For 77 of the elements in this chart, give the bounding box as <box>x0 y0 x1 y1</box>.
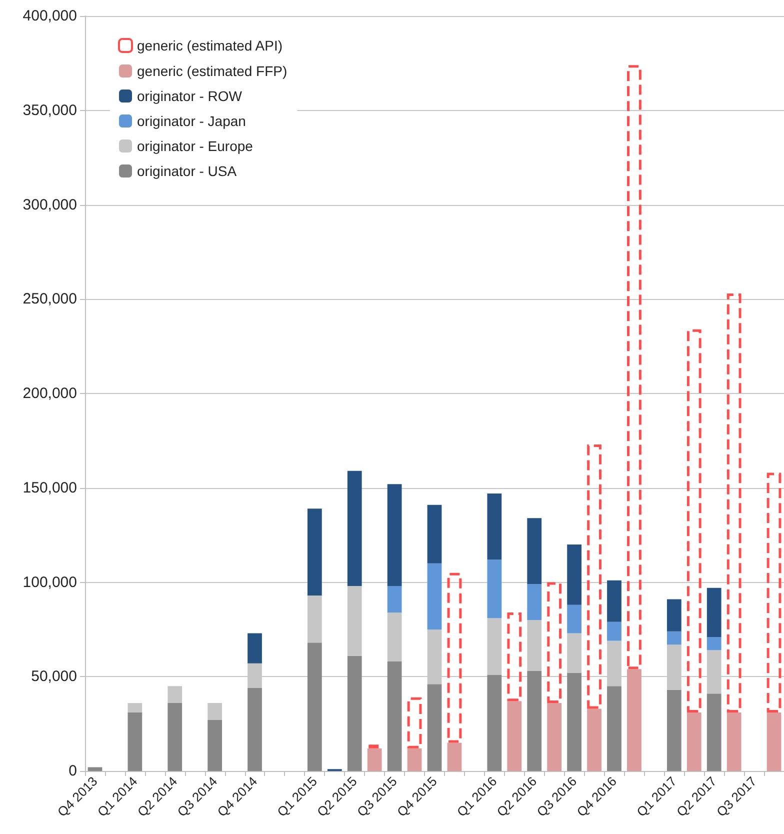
bar <box>567 672 582 771</box>
bar <box>666 599 682 632</box>
bar <box>487 674 502 771</box>
bar <box>587 444 602 709</box>
bar <box>507 612 522 702</box>
bar <box>686 329 702 712</box>
legend-label: originator - Japan <box>137 113 246 129</box>
bar <box>587 708 602 771</box>
bar <box>666 631 682 645</box>
bar <box>627 669 642 771</box>
bar <box>248 688 262 771</box>
bar <box>627 65 642 670</box>
bar <box>447 572 462 743</box>
legend-label: originator - Europe <box>137 138 254 154</box>
y-tick-label: 400,000 <box>22 8 77 24</box>
bar <box>607 580 622 622</box>
bar <box>726 293 742 712</box>
bar <box>607 622 622 641</box>
bar <box>607 686 622 771</box>
bar <box>686 712 702 771</box>
legend-label: originator - ROW <box>137 88 243 104</box>
bar <box>507 701 522 771</box>
bar <box>427 563 442 630</box>
bar <box>387 662 402 771</box>
bar <box>527 584 542 620</box>
bar <box>248 633 262 664</box>
bar <box>387 484 402 586</box>
bar <box>487 560 502 618</box>
bar <box>706 694 722 771</box>
bar <box>567 633 582 673</box>
y-tick-label: 150,000 <box>22 479 77 496</box>
legend-label: generic (estimated API) <box>137 38 283 54</box>
bar <box>407 748 422 771</box>
y-tick-label: 0 <box>68 762 77 780</box>
bar <box>427 504 442 564</box>
y-tick-label: 200,000 <box>22 385 77 402</box>
bar <box>547 703 562 771</box>
bar <box>487 618 502 675</box>
bar <box>208 703 222 720</box>
y-tick-label: 350,000 <box>22 102 77 119</box>
y-tick-label: 100,000 <box>22 574 77 591</box>
bar <box>307 642 322 771</box>
bar <box>706 588 722 637</box>
bar <box>766 472 782 712</box>
bar <box>88 767 102 771</box>
legend-label: originator - USA <box>137 163 238 179</box>
bar <box>168 686 182 704</box>
bar <box>307 508 322 596</box>
bar <box>547 582 562 704</box>
bar <box>567 544 582 605</box>
bar <box>347 470 362 586</box>
bar <box>766 712 782 771</box>
y-tick-label: 50,000 <box>31 668 77 686</box>
bar <box>447 742 462 771</box>
bar <box>567 604 582 634</box>
bar <box>128 703 142 712</box>
bar <box>128 712 142 771</box>
bar <box>427 684 442 771</box>
bar <box>168 703 182 771</box>
bar <box>208 720 222 771</box>
bar <box>527 670 542 771</box>
bar <box>347 586 362 656</box>
bar <box>666 690 682 771</box>
y-tick-label: 300,000 <box>22 196 77 214</box>
bar <box>347 656 362 771</box>
bar <box>307 595 322 643</box>
legend-label: generic (estimated FFP) <box>137 63 288 79</box>
y-tick-label: 250,000 <box>22 290 77 308</box>
bar <box>367 748 382 771</box>
bar <box>706 636 722 650</box>
bar <box>387 612 402 662</box>
bar <box>487 494 502 560</box>
bar <box>387 586 402 612</box>
bar <box>407 697 422 748</box>
bar <box>527 518 542 584</box>
bar <box>527 620 542 671</box>
bar <box>726 712 742 771</box>
